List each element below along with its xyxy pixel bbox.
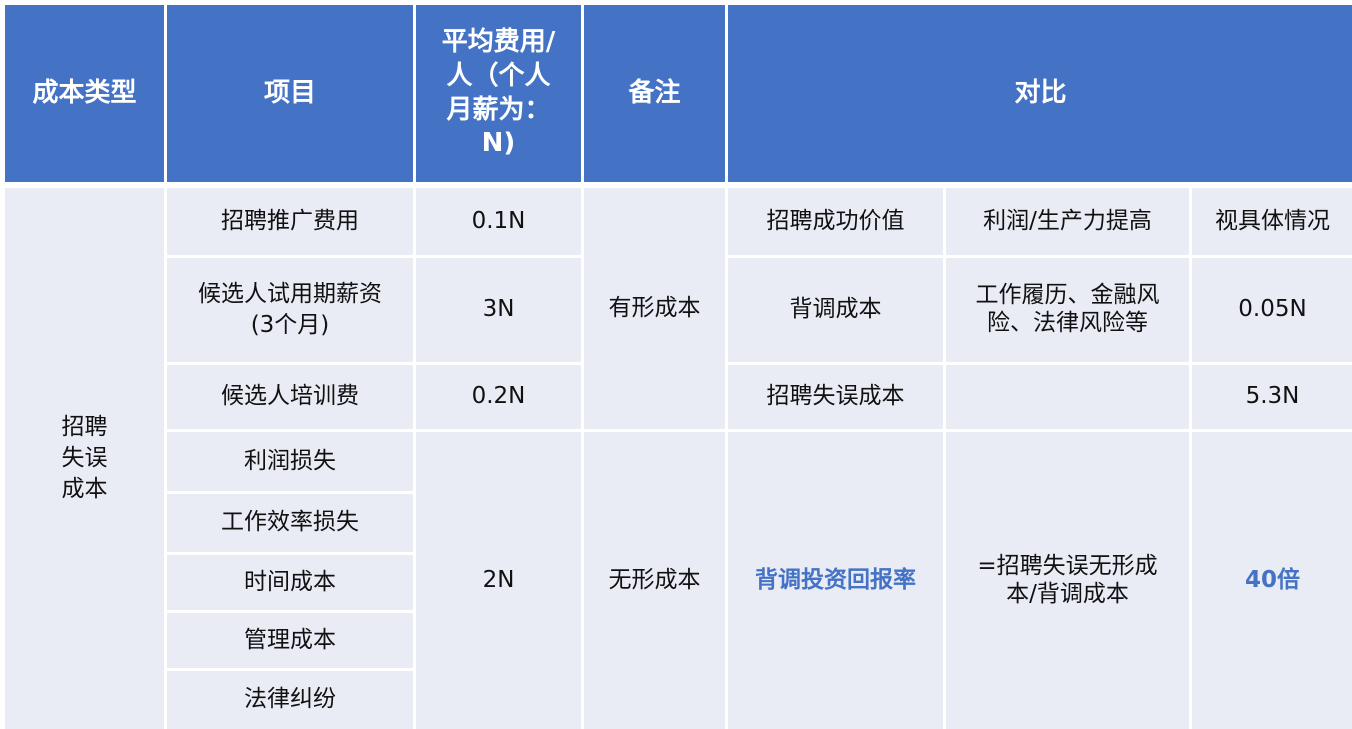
header-note: 备注 bbox=[584, 5, 725, 185]
item-cell: 招聘推广费用 bbox=[167, 188, 413, 255]
item-cell: 管理成本 bbox=[167, 613, 413, 668]
compare-cell: 背调成本 bbox=[728, 258, 943, 362]
roi-value: 40倍 bbox=[1192, 432, 1352, 729]
compare-cell: 招聘失误成本 bbox=[728, 365, 943, 429]
item-cell: 时间成本 bbox=[167, 555, 413, 610]
cost-cell: 0.2N bbox=[416, 365, 581, 429]
compare-cell: 视具体情况 bbox=[1192, 188, 1352, 255]
header-avg-cost: 平均费用/ 人（个人 月薪为： N) bbox=[416, 5, 581, 185]
item-cell: 利润损失 bbox=[167, 432, 413, 491]
item-cell: 候选人试用期薪资 (3个月) bbox=[167, 258, 413, 362]
compare-cell: 利润/生产力提高 bbox=[946, 188, 1189, 255]
compare-cell: 5.3N bbox=[1192, 365, 1352, 429]
cost-cell: 0.1N bbox=[416, 188, 581, 255]
cost-cell: 2N bbox=[416, 432, 581, 729]
header-item: 项目 bbox=[167, 5, 413, 185]
note-cell: 无形成本 bbox=[584, 432, 725, 729]
header-cost-type: 成本类型 bbox=[5, 5, 164, 185]
roi-label: 背调投资回报率 bbox=[728, 432, 943, 729]
header-compare: 对比 bbox=[728, 5, 1352, 185]
compare-cell: 工作履历、金融风 险、法律风险等 bbox=[946, 258, 1189, 362]
compare-cell: 招聘成功价值 bbox=[728, 188, 943, 255]
compare-cell: 0.05N bbox=[1192, 258, 1352, 362]
cost-table: 成本类型 项目 平均费用/ 人（个人 月薪为： N) 备注 对比 招聘 失误 成… bbox=[5, 5, 1352, 729]
item-cell: 候选人培训费 bbox=[167, 365, 413, 429]
roi-formula: =招聘失误无形成 本/背调成本 bbox=[946, 432, 1189, 729]
note-cell: 有形成本 bbox=[584, 188, 725, 429]
item-cell: 工作效率损失 bbox=[167, 494, 413, 552]
cost-cell: 3N bbox=[416, 258, 581, 362]
category-cell: 招聘 失误 成本 bbox=[5, 188, 164, 729]
compare-cell bbox=[946, 365, 1189, 429]
item-cell: 法律纠纷 bbox=[167, 671, 413, 729]
